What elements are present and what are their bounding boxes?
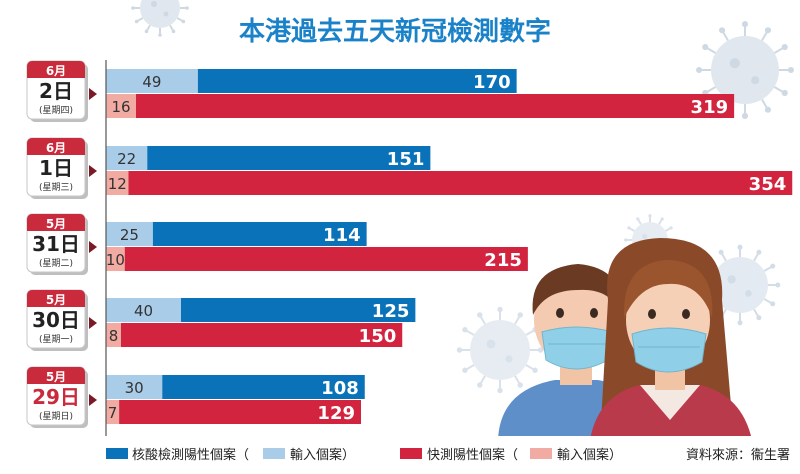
pcr-imported-bar	[106, 375, 163, 399]
pcr-imported-bar	[106, 298, 181, 322]
bars-layer: 49 170 16 319 22 151 12 354 25 114 10 215 40 125 8 150 3…	[106, 69, 793, 424]
date-weekday: (星期日)	[39, 411, 73, 422]
date-month: 5月	[46, 370, 66, 384]
girl-hair-front	[623, 260, 713, 318]
boy-mask	[541, 326, 613, 370]
date-day: 31日	[32, 232, 80, 256]
legend-swatch-rat-imported	[530, 448, 552, 459]
girl-eye	[648, 309, 656, 319]
rat-local-bar	[121, 323, 403, 347]
rat-local-label: 150	[359, 326, 397, 347]
date-weekday: (星期二)	[39, 258, 73, 269]
legend-swatch-rat-local	[400, 448, 422, 459]
pcr-local-bar	[181, 298, 416, 322]
legend-label-pcr: 核酸檢測陽性個案（	[132, 447, 249, 463]
rat-local-label: 319	[691, 97, 729, 118]
pcr-local-label: 108	[321, 378, 359, 399]
virus-decoration	[696, 21, 794, 119]
date-day: 2日	[39, 79, 73, 103]
rat-imported-bar	[106, 247, 125, 271]
girl-collar	[640, 385, 700, 420]
pcr-imported-label: 25	[120, 226, 139, 244]
rat-imported-label: 16	[111, 98, 130, 116]
pcr-imported-label: 30	[125, 379, 144, 397]
rat-imported-bar	[106, 171, 129, 195]
pcr-imported-bar	[106, 69, 198, 93]
legend-label-rat: 快測陽性個案（	[427, 448, 518, 463]
virus-decoration	[456, 306, 544, 394]
date-day: 1日	[39, 156, 73, 180]
rat-imported-bar	[106, 400, 120, 424]
pcr-local-bar	[197, 69, 517, 93]
boy-eye	[556, 308, 564, 318]
legend-label-rat-imported: 輸入個案）	[557, 448, 622, 463]
rat-imported-label: 8	[109, 327, 119, 345]
date-day: 30日	[32, 308, 80, 332]
legend-swatch-pcr-imported	[263, 448, 285, 459]
rat-local-bar	[119, 400, 361, 424]
pcr-local-bar	[147, 146, 431, 170]
rat-local-bar	[124, 247, 528, 271]
pcr-local-label: 114	[323, 225, 361, 246]
virus-decoration	[131, 0, 189, 37]
legend: 核酸檢測陽性個案（ 輸入個案） 快測陽性個案（ 輸入個案） 資料來源：衞生署	[106, 436, 800, 474]
pcr-local-bar	[162, 375, 365, 399]
rat-imported-label: 7	[108, 404, 118, 422]
rat-local-bar	[128, 171, 793, 195]
date-month: 5月	[46, 293, 66, 307]
rat-local-label: 354	[749, 174, 787, 195]
date-labels-layer: 6月2日(星期四)6月1日(星期三)5月31日(星期二)5月30日(星期一)5月…	[26, 60, 97, 428]
rat-local-bar	[136, 94, 735, 118]
pcr-local-label: 151	[387, 149, 425, 170]
pcr-imported-bar	[106, 146, 148, 170]
pcr-local-label: 170	[473, 72, 511, 93]
date-weekday: (星期三)	[39, 182, 73, 193]
pcr-imported-label: 49	[142, 73, 161, 91]
pcr-local-label: 125	[372, 301, 410, 322]
rat-imported-bar	[106, 323, 121, 347]
boy-eye	[590, 308, 598, 318]
source-note: 資料來源：衞生署	[686, 448, 790, 463]
masked-people-illustration	[498, 238, 752, 440]
date-month: 5月	[46, 217, 66, 231]
rat-local-label: 215	[484, 250, 522, 271]
rat-imported-bar	[106, 94, 136, 118]
legend-label-pcr-imported: 輸入個案）	[290, 448, 355, 463]
boy-hair	[532, 264, 621, 315]
date-day: 29日	[32, 385, 80, 409]
girl-mask	[631, 327, 707, 373]
date-month: 6月	[46, 141, 66, 155]
legend-swatch-pcr-local	[106, 448, 128, 459]
pcr-imported-label: 40	[134, 302, 153, 320]
rat-imported-label: 12	[108, 175, 127, 193]
chart-title: 本港過去五天新冠檢測數字	[239, 16, 551, 47]
date-month: 6月	[46, 64, 66, 78]
pcr-imported-bar	[106, 222, 153, 246]
girl-eye	[682, 309, 690, 319]
pcr-imported-label: 22	[117, 150, 136, 168]
pcr-local-bar	[152, 222, 367, 246]
date-weekday: (星期一)	[39, 334, 73, 345]
date-weekday: (星期四)	[39, 105, 73, 116]
rat-local-label: 129	[317, 403, 355, 424]
rat-imported-label: 10	[106, 251, 125, 269]
